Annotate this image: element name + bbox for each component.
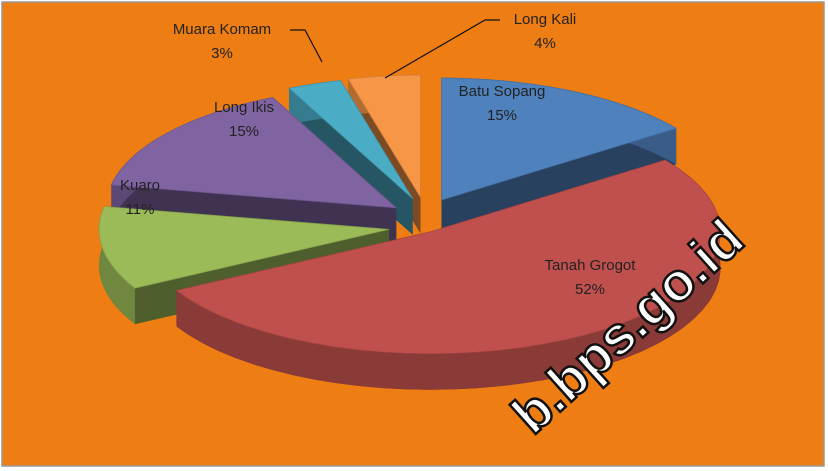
slice bbox=[441, 77, 678, 201]
data-label-name: Tanah Grogot bbox=[545, 257, 637, 274]
data-label-name: Batu Sopang bbox=[459, 83, 546, 100]
data-label-name: Muara Komam bbox=[173, 21, 271, 38]
leader-line bbox=[384, 19, 500, 79]
data-label-value: 11% bbox=[126, 201, 155, 218]
data-label-name: Long Ikis bbox=[214, 99, 274, 116]
data-label-name: Long Kali bbox=[514, 11, 577, 28]
data-label-value: 52% bbox=[575, 281, 605, 298]
slices bbox=[98, 74, 721, 390]
leader-line bbox=[290, 29, 323, 63]
slice-side bbox=[441, 128, 677, 237]
slice bbox=[347, 74, 421, 199]
data-label-value: 15% bbox=[229, 123, 259, 140]
slice bbox=[110, 97, 398, 209]
data-label-value: 4% bbox=[534, 35, 556, 52]
data-label-value: 15% bbox=[487, 107, 517, 124]
slice bbox=[98, 206, 390, 289]
labels: Batu Sopang 15% Tanah Grogot 52% Kuaro 11% Lon… bbox=[120, 11, 636, 298]
slice bbox=[288, 80, 414, 199]
slice bbox=[175, 159, 721, 355]
data-label-value: 3% bbox=[211, 45, 233, 62]
data-label-name: Kuaro bbox=[120, 177, 160, 194]
slice-wall bbox=[99, 206, 135, 325]
